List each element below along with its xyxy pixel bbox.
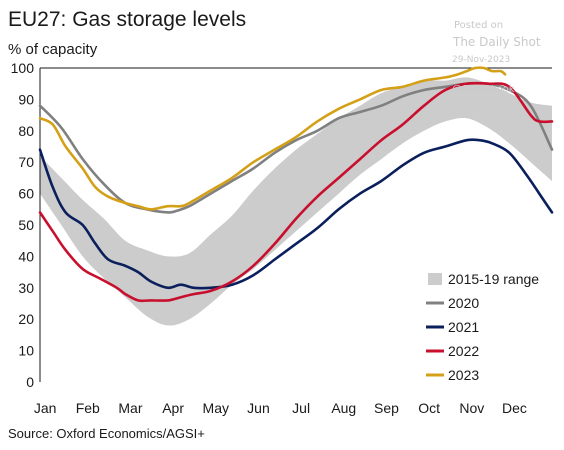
y-tick-label: 60	[18, 186, 34, 202]
y-tick-label: 90	[18, 91, 34, 107]
source-note: Source: Oxford Economics/AGSI+	[8, 426, 205, 441]
y-tick-label: 50	[18, 217, 34, 233]
y-tick-label: 0	[26, 374, 34, 390]
x-tick-label: Apr	[162, 400, 184, 416]
series-line-2023	[38, 66, 507, 211]
legend-swatch-range	[428, 273, 442, 285]
x-tick-label: Mar	[118, 400, 142, 416]
y-tick-label: 40	[18, 248, 34, 264]
x-tick-label: Oct	[418, 400, 440, 416]
x-tick-label: Jun	[247, 400, 270, 416]
y-axis-label: % of capacity	[8, 41, 98, 58]
x-tick-label: Aug	[331, 400, 356, 416]
y-tick-label: 70	[18, 154, 34, 170]
x-tick-label: Feb	[76, 400, 100, 416]
series-line-2022	[38, 81, 554, 303]
series-line-2021	[38, 138, 554, 290]
x-tick-label: Jan	[34, 400, 57, 416]
chart-title: EU27: Gas storage levels	[8, 8, 247, 31]
x-tick-label: Nov	[459, 400, 484, 416]
y-tick-label: 100	[11, 60, 35, 76]
x-tick-label: Jul	[292, 400, 310, 416]
legend-label: 2015-19 range	[448, 271, 539, 287]
watermark-handle: @SoberLook	[452, 84, 515, 95]
watermark-date: 29-Nov-2023	[452, 55, 511, 65]
range-band-2015-19	[40, 77, 552, 326]
legend-label: 2020	[448, 295, 479, 311]
watermark-posted-on: Posted on	[454, 20, 504, 31]
legend-label: 2023	[448, 367, 479, 383]
x-tick-label: Dec	[502, 400, 527, 416]
y-tick-label: 30	[18, 280, 34, 296]
x-tick-label: Sep	[374, 400, 399, 416]
watermark-site: The Daily Shot	[453, 35, 541, 49]
y-tick-label: 20	[18, 311, 34, 327]
legend-label: 2021	[448, 319, 479, 335]
legend-label: 2022	[448, 343, 479, 359]
y-tick-label: 80	[18, 123, 34, 139]
x-tick-label: May	[203, 400, 229, 416]
y-tick-label: 10	[18, 343, 34, 359]
